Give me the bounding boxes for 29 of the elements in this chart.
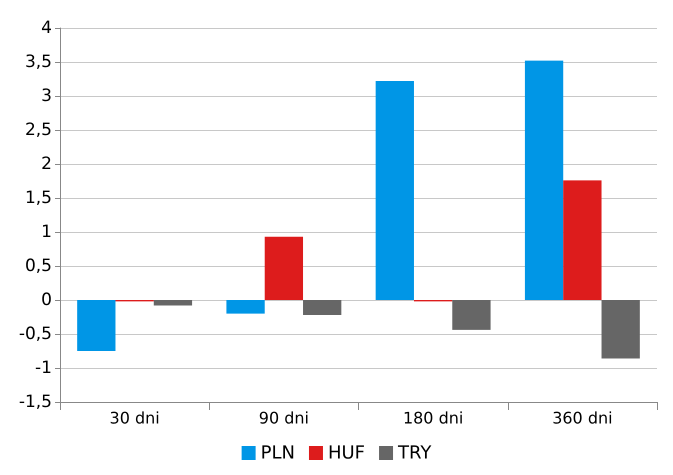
- y-tick-label: 1,5: [24, 188, 52, 208]
- bar: [452, 300, 491, 330]
- bar: [154, 300, 192, 306]
- bar: [376, 81, 414, 300]
- y-tick-label: 4: [41, 18, 52, 38]
- y-tick-label: 2,5: [24, 120, 52, 140]
- legend-label: PLN: [260, 442, 295, 464]
- x-tick-label: 180 dni: [402, 408, 464, 428]
- bar: [303, 300, 342, 315]
- bar: [77, 300, 116, 351]
- bar: [563, 180, 602, 300]
- y-tick-label: 3: [41, 86, 52, 106]
- y-tick-label: 0,5: [24, 256, 52, 276]
- y-tick-label: -1,5: [18, 392, 52, 412]
- bar: [226, 300, 265, 314]
- x-tick-label: 30 dni: [110, 408, 160, 428]
- bar: [264, 236, 304, 300]
- y-tick-label: 2: [41, 154, 52, 174]
- legend-label: HUF: [328, 442, 366, 464]
- y-tick-label: -0,5: [18, 324, 52, 344]
- bar: [524, 60, 564, 300]
- legend-label: TRY: [397, 442, 432, 464]
- y-tick-label: 0: [41, 290, 52, 310]
- bar: [602, 300, 640, 358]
- y-tick-label: 3,5: [24, 52, 52, 72]
- x-tick-label: 360 dni: [552, 408, 613, 428]
- x-tick-label: 90 dni: [258, 408, 309, 428]
- y-tick-label: 1: [41, 222, 52, 242]
- y-tick-label: -1: [35, 358, 52, 378]
